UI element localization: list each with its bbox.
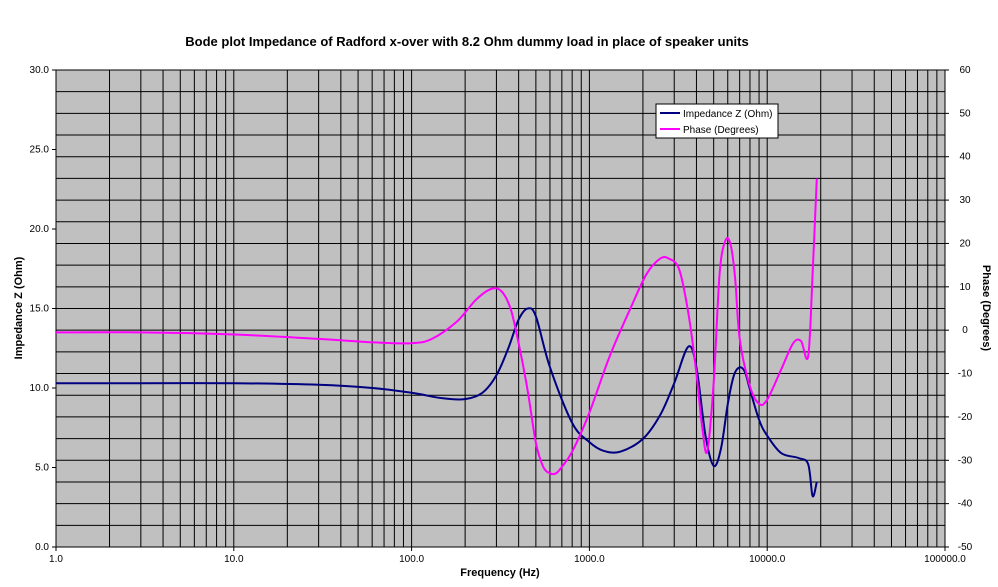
x-tick-label: 1000.0 (574, 554, 605, 565)
legend-label-phase: Phase (Degrees) (683, 125, 759, 136)
x-axis-label: Frequency (Hz) (460, 567, 540, 579)
x-tick-label: 1.0 (49, 554, 63, 565)
y-tick-label: 15.0 (30, 304, 50, 315)
chart-title: Bode plot Impedance of Radford x-over wi… (185, 34, 748, 49)
legend-box (655, 103, 779, 139)
y2-tick-label: -50 (958, 542, 973, 553)
y2-tick-label: 30 (959, 195, 971, 206)
legend-label-impedance: Impedance Z (Ohm) (683, 109, 772, 120)
y2-tick-label: -10 (958, 369, 973, 380)
impedance-series-line (56, 307, 818, 498)
y2-tick-label: -30 (958, 455, 973, 466)
y2-tick-label: -20 (958, 412, 973, 423)
y2-tick-label: 60 (959, 65, 971, 76)
x-tick-label: 10000.0 (749, 554, 786, 565)
y2-tick-label: 10 (959, 282, 971, 293)
phase-series-line (55, 178, 818, 476)
y-tick-label: 20.0 (30, 224, 50, 235)
grid (56, 70, 945, 547)
y2-axis-label: Phase (Degrees) (980, 265, 992, 352)
y2-tick-label: 40 (959, 152, 971, 163)
y2-tick-label: 20 (959, 238, 971, 249)
y-tick-label: 25.0 (30, 145, 50, 156)
y2-tick-label: 0 (962, 325, 968, 336)
y2-tick-label: 50 (959, 108, 971, 119)
y2-tick-label: -40 (958, 499, 973, 510)
y-tick-label: 5.0 (35, 463, 49, 474)
y-tick-label: 10.0 (30, 383, 50, 394)
tick-labels: 1.0 10.0 100.0 1000.0 10000.0 100000.0 0.0 5.0 1… (30, 65, 973, 565)
y-axis-label: Impedance Z (Ohm) (13, 256, 25, 359)
y-tick-label: 30.0 (30, 65, 50, 76)
x-tick-label: 10.0 (224, 554, 244, 565)
legend: Impedance Z (Ohm) Phase (Degrees) (655, 103, 779, 139)
series-lines (55, 178, 818, 498)
x-tick-label: 100000.0 (924, 554, 966, 565)
y-tick-label: 0.0 (35, 542, 49, 553)
x-tick-label: 100.0 (399, 554, 424, 565)
